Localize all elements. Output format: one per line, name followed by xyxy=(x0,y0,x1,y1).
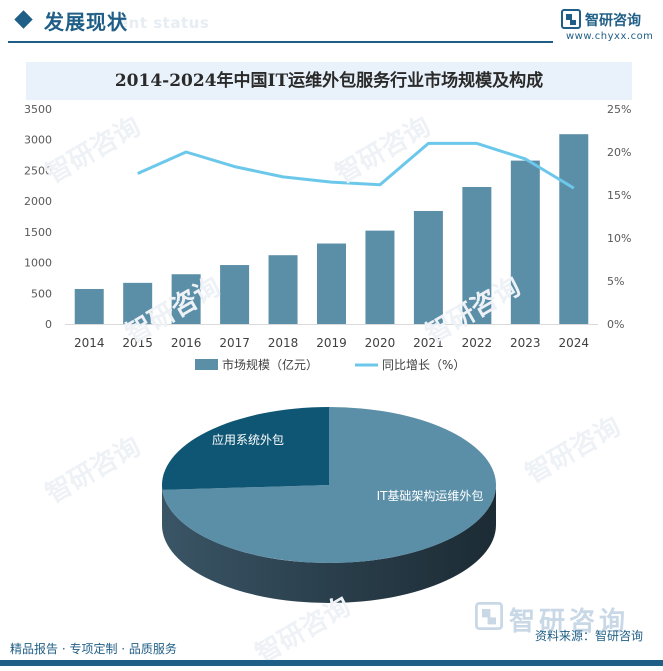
bar xyxy=(74,288,104,324)
chart-title-band xyxy=(26,62,632,100)
x-axis-tick-label: 2022 xyxy=(462,336,493,350)
brand-name: 智研咨询 xyxy=(585,13,641,29)
source-note: 资料来源：智研咨询 xyxy=(535,629,644,643)
header-divider xyxy=(8,41,553,43)
x-axis-tick-label: 2020 xyxy=(365,336,396,350)
legend-swatch-bar xyxy=(195,359,218,370)
x-axis-tick-label: 2015 xyxy=(122,336,153,350)
bar xyxy=(365,230,395,324)
left-axis-tick-label: 1500 xyxy=(24,226,52,239)
left-axis-tick-label: 3000 xyxy=(24,134,52,147)
brand-logo-icon xyxy=(561,9,581,29)
section-header: ent status 发展现状 智研咨询 www.chyxx.com xyxy=(0,0,663,44)
bar xyxy=(462,187,492,324)
growth-rate-line xyxy=(137,141,575,190)
left-axis-tick-label: 0 xyxy=(45,318,52,331)
left-axis-tick-label: 1000 xyxy=(24,257,52,270)
footer-slogan: 精品报告 · 专项定制 · 品质服务 xyxy=(10,642,177,656)
x-axis-tick-label: 2023 xyxy=(510,336,541,350)
right-axis-tick-label: 25% xyxy=(607,103,631,116)
market-size-combo-chart: 0 500 1000 1500 2000 2500 3000 3500 0% 5% 10% 15% 20… xyxy=(24,103,631,372)
right-axis-tick-label: 20% xyxy=(607,146,631,159)
legend-label: 同比增长（%） xyxy=(382,358,465,372)
right-axis-tick-label: 15% xyxy=(607,189,631,202)
bar xyxy=(268,255,298,324)
left-axis-tick-label: 3500 xyxy=(24,103,52,116)
pie-side-wall xyxy=(162,485,496,603)
right-axis-tick-label: 10% xyxy=(607,232,631,245)
right-axis-tick-label: 5% xyxy=(607,275,624,288)
pie-slice xyxy=(162,407,496,563)
bar xyxy=(171,274,201,324)
bar xyxy=(123,282,153,324)
footer-brand-watermark: 智研咨询 xyxy=(509,607,630,637)
x-axis-tick-label: 2016 xyxy=(171,336,202,350)
pie-slice-label: IT基础架构运维外包 xyxy=(377,488,484,503)
left-axis-tick-label: 2000 xyxy=(24,195,52,208)
bar xyxy=(510,160,540,324)
brand-url: www.chyxx.com xyxy=(566,31,654,42)
bar xyxy=(220,265,250,324)
bar xyxy=(413,210,443,324)
x-axis-tick-label: 2014 xyxy=(74,336,105,350)
footer-logo-icon xyxy=(475,602,503,630)
pie-slice-label: 应用系统外包 xyxy=(212,432,284,447)
left-axis-tick-label: 500 xyxy=(31,287,52,300)
x-axis-tick-label: 2018 xyxy=(268,336,299,350)
x-axis-tick-label: 2019 xyxy=(316,336,347,350)
bar xyxy=(317,243,346,324)
left-axis-tick-label: 2500 xyxy=(24,164,52,177)
chart-title: 2014-2024年中国IT运维外包服务行业市场规模及构成 xyxy=(114,71,544,91)
section-subtitle: ent status xyxy=(118,14,210,32)
right-axis-tick-label: 0% xyxy=(607,318,624,331)
x-axis-tick-label: 2021 xyxy=(413,336,444,350)
section-title: 发展现状 xyxy=(44,10,128,34)
footer-bar xyxy=(0,660,663,666)
x-axis-tick-label: 2024 xyxy=(558,336,589,350)
legend-label: 市场规模（亿元） xyxy=(222,357,318,372)
bar xyxy=(559,134,589,324)
x-axis-tick-label: 2017 xyxy=(219,336,250,350)
pie-slice xyxy=(162,407,329,490)
